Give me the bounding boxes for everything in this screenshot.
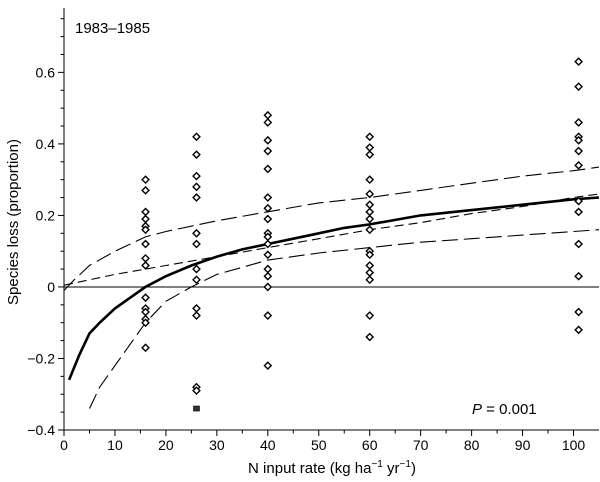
ticks-layer: 0 10 20 30 40 50 60 70 80 90 100 −0.4 −0.2 0 0.2 0.4 0.6 xyxy=(27,18,586,453)
data-point xyxy=(574,57,584,67)
data-point xyxy=(192,193,201,202)
data-point xyxy=(263,110,273,120)
data-point xyxy=(141,175,150,185)
panel-label: 1983–1985 xyxy=(75,20,150,37)
data-point xyxy=(574,82,584,92)
y-axis-title: Species loss (proportion) xyxy=(5,139,22,305)
x-tick-label: 50 xyxy=(311,437,327,453)
data-point xyxy=(263,118,273,127)
data-point xyxy=(141,318,150,328)
data-point xyxy=(365,207,375,217)
data-point xyxy=(365,143,375,152)
data-point xyxy=(263,250,273,260)
data-point xyxy=(192,228,201,238)
data-point xyxy=(365,150,375,160)
y-tick-label: 0.4 xyxy=(36,136,56,152)
data-point xyxy=(574,146,584,156)
data-point xyxy=(192,150,201,160)
data-point xyxy=(263,203,273,213)
data-point xyxy=(192,264,201,274)
data-point xyxy=(574,196,584,206)
data-point xyxy=(263,193,273,202)
data-point xyxy=(365,311,375,320)
fit-curve xyxy=(67,196,599,381)
x-axis-title: N input rate (kg ha−1 yr−1) xyxy=(248,459,416,477)
p-value-text: = 0.001 xyxy=(482,401,537,418)
data-point xyxy=(141,207,150,217)
confidence-curve-3 xyxy=(64,193,599,286)
y-tick-label: 0 xyxy=(47,279,55,295)
data-point xyxy=(263,135,273,145)
data-point xyxy=(365,175,375,185)
data-point xyxy=(574,307,584,317)
x-tick-label: 70 xyxy=(413,437,429,453)
data-point xyxy=(192,171,201,181)
fit-curves-layer xyxy=(64,166,599,409)
data-point xyxy=(263,239,273,249)
data-point xyxy=(263,214,273,224)
data-point xyxy=(192,239,201,249)
y-tick-label: 0.6 xyxy=(36,64,56,80)
data-point xyxy=(192,311,201,320)
data-point xyxy=(263,146,273,156)
data-point xyxy=(141,343,150,353)
data-point xyxy=(574,207,584,217)
data-point xyxy=(365,189,375,199)
data-point xyxy=(365,332,375,342)
x-tick-label: 60 xyxy=(362,437,378,453)
data-point xyxy=(263,361,273,371)
data-point xyxy=(263,282,273,292)
x-tick-label: 80 xyxy=(464,437,480,453)
data-point xyxy=(574,239,584,249)
data-point xyxy=(263,311,273,320)
data-point xyxy=(141,214,150,224)
data-point xyxy=(192,386,201,396)
data-point xyxy=(365,250,375,260)
x-tick-label: 20 xyxy=(158,437,174,453)
p-value-annotation: P = 0.001 xyxy=(472,401,537,418)
data-point xyxy=(365,275,375,285)
data-point xyxy=(574,160,584,170)
p-label: P xyxy=(472,401,482,418)
data-point xyxy=(263,164,273,174)
data-point xyxy=(365,225,375,235)
data-point xyxy=(574,135,584,145)
x-tick-label: 10 xyxy=(107,437,123,453)
data-points-layer xyxy=(141,57,584,412)
data-point xyxy=(141,253,150,263)
x-tick-label: 40 xyxy=(260,437,276,453)
confidence-curve-2 xyxy=(89,229,599,409)
data-point xyxy=(365,132,375,142)
data-point xyxy=(192,304,201,313)
y-tick-label: −0.2 xyxy=(27,350,55,366)
y-tick-label: −0.4 xyxy=(27,422,55,438)
axes-layer xyxy=(63,8,599,431)
data-point xyxy=(141,225,150,235)
data-point xyxy=(263,271,273,281)
data-point xyxy=(192,182,201,192)
data-point xyxy=(574,271,584,281)
y-tick-label: 0.2 xyxy=(36,207,56,223)
x-tick-label: 100 xyxy=(562,437,586,453)
data-point xyxy=(192,275,201,285)
data-point xyxy=(365,261,375,270)
x-tick-label: 30 xyxy=(209,437,225,453)
x-tick-label: 90 xyxy=(515,437,531,453)
data-point xyxy=(192,132,201,142)
data-point xyxy=(141,239,150,249)
data-point-square xyxy=(193,405,200,412)
data-point xyxy=(365,200,375,210)
x-tick-label: 0 xyxy=(60,437,68,453)
data-point xyxy=(141,185,150,195)
data-point xyxy=(141,261,150,270)
data-point xyxy=(141,293,150,303)
data-point xyxy=(574,325,584,335)
data-point xyxy=(263,264,273,274)
data-point xyxy=(365,268,375,278)
data-point xyxy=(574,118,584,127)
data-point xyxy=(365,214,375,224)
